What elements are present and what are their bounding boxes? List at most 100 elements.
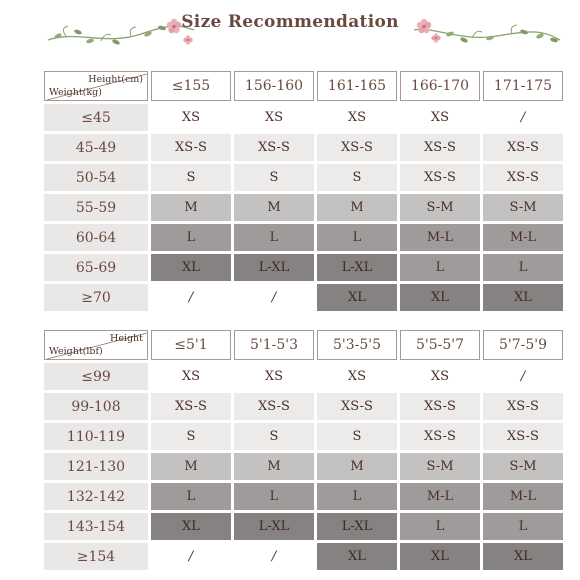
size-cell: M-L [400,483,480,510]
row-header-weight: ≤99 [44,363,148,390]
size-cell: S [317,164,397,191]
column-header-height: 166-170 [400,71,480,101]
size-cell: L-XL [317,254,397,281]
size-cell: S [234,423,314,450]
table-corner-header: Height(cm) Weight(kg) [44,71,148,101]
size-cell: L [483,513,563,540]
size-cell: XL [400,284,480,311]
size-cell: XS-S [151,134,231,161]
flower-icon [166,18,182,34]
column-header-height: ≤155 [151,71,231,101]
size-cell: XS-S [483,423,563,450]
size-cell: / [234,284,314,311]
row-header-weight: 65-69 [44,254,148,281]
column-header-height: 5'1-5'3 [234,330,314,360]
size-cell: XS-S [317,134,397,161]
size-cell: XS-S [400,423,480,450]
size-cell: XS-S [400,393,480,420]
size-cell: S-M [400,194,480,221]
size-cell: M-L [400,224,480,251]
size-cell: S [151,423,231,450]
size-cell: XS-S [151,393,231,420]
row-header-weight: 99-108 [44,393,148,420]
row-header-weight: 50-54 [44,164,148,191]
size-cell: L [317,483,397,510]
row-header-weight: 121-130 [44,453,148,480]
size-cell: M [151,194,231,221]
corner-height-label: Height(cm) [88,74,143,85]
column-header-height: 5'3-5'5 [317,330,397,360]
size-cell: XS-S [317,393,397,420]
diagonal-divider [46,73,148,101]
size-cell: XS [400,363,480,390]
column-header-height: 5'5-5'7 [400,330,480,360]
size-cell: / [151,284,231,311]
column-header-height: 156-160 [234,71,314,101]
corner-weight-label: Weight(kg) [49,87,102,98]
size-cell: XL [400,543,480,570]
size-cell: L-XL [317,513,397,540]
row-header-weight: ≥70 [44,284,148,311]
size-cell: XS [234,363,314,390]
size-cell: M [151,453,231,480]
right-vine-ornament [413,18,561,43]
row-header-weight: 132-142 [44,483,148,510]
row-header-weight: ≥154 [44,543,148,570]
size-cell: XS-S [234,393,314,420]
size-cell: / [483,363,563,390]
size-cell: M [317,453,397,480]
size-cell: L [317,224,397,251]
size-cell: XS [151,363,231,390]
size-cell: XS [317,104,397,131]
size-cell: L [151,483,231,510]
size-cell: XS [234,104,314,131]
size-cell: / [234,543,314,570]
page-title: Size Recommendation [181,12,399,32]
corner-weight-label: Weight(lbf) [49,346,103,357]
flower-icon [416,18,432,34]
size-cell: S [151,164,231,191]
size-cell: L [400,513,480,540]
row-header-weight: 110-119 [44,423,148,450]
size-cell: L-XL [234,254,314,281]
size-cell: XS-S [400,164,480,191]
imperial-size-table: Height Weight(lbf) ≤5'1 5'1-5'3 5'3-5'5 5'5-5… [44,330,563,570]
row-header-weight: 55-59 [44,194,148,221]
size-cell: M-L [483,483,563,510]
size-cell: S-M [400,453,480,480]
size-cell: XS [400,104,480,131]
size-cell: M [317,194,397,221]
size-cell: S [234,164,314,191]
table-corner-header: Height Weight(lbf) [44,330,148,360]
size-cell: XS-S [483,393,563,420]
column-header-height: 161-165 [317,71,397,101]
size-cell: L [483,254,563,281]
size-cell: XS-S [234,134,314,161]
size-cell: / [483,104,563,131]
column-header-height: ≤5'1 [151,330,231,360]
size-cell: M [234,194,314,221]
size-cell: XL [151,254,231,281]
size-cell: XS-S [483,164,563,191]
size-cell: XL [483,543,563,570]
size-cell: S-M [483,194,563,221]
size-cell: M-L [483,224,563,251]
header: Size Recommendation [0,0,580,60]
size-cell: / [151,543,231,570]
row-header-weight: 143-154 [44,513,148,540]
size-cell: S [317,423,397,450]
corner-height-label: Height [110,333,143,344]
size-cell: L [234,224,314,251]
size-cell: XS [317,363,397,390]
row-header-weight: ≤45 [44,104,148,131]
size-cell: XL [151,513,231,540]
size-cell: S-M [483,453,563,480]
size-cell: XS-S [400,134,480,161]
size-cell: XS [151,104,231,131]
size-cell: L-XL [234,513,314,540]
metric-size-table: Height(cm) Weight(kg) ≤155 156-160 161-165 16… [44,71,563,311]
size-cell: XL [317,543,397,570]
column-header-height: 171-175 [483,71,563,101]
size-cell: XS-S [483,134,563,161]
